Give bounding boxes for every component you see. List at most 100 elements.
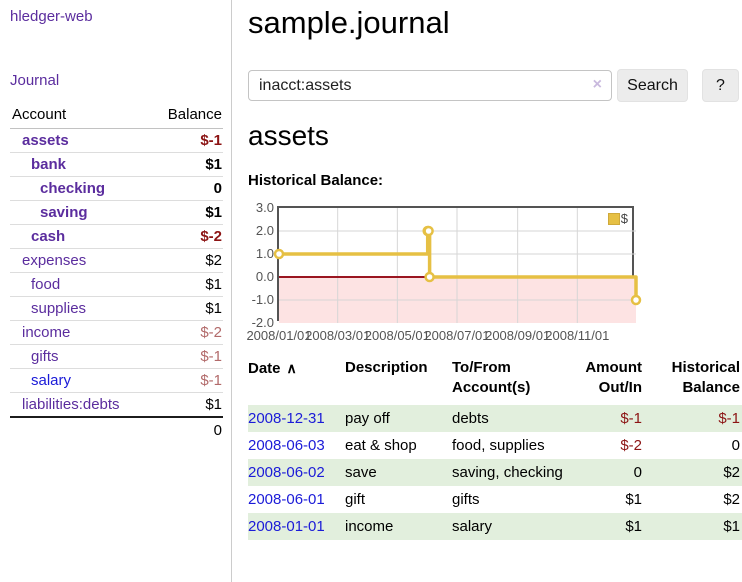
account-row: saving $1 [10, 200, 223, 225]
x-axis-tick-label: 2008/09/01 [485, 328, 551, 343]
search-box: × [248, 70, 612, 101]
transaction-accounts: food, supplies [452, 437, 545, 454]
register-header-description: Description [345, 359, 428, 376]
account-link-food[interactable]: food [31, 276, 61, 293]
chart-legend: $ [606, 211, 629, 226]
x-axis-tick-label: 2008/03/01 [305, 328, 371, 343]
transaction-amount: $1 [625, 518, 642, 535]
account-link-income[interactable]: income [22, 324, 71, 341]
chart-svg [273, 208, 642, 323]
transaction-amount: $1 [625, 491, 642, 508]
accounts-header-row: Account Balance [10, 102, 223, 129]
register-table: Date ∧ Description To/From Account(s) Amount… [248, 358, 742, 540]
clear-search-icon[interactable]: × [592, 76, 602, 93]
y-axis-tick-label: 0.0 [255, 269, 274, 284]
nav-journal-link[interactable]: Journal [10, 72, 60, 89]
account-row: gifts $-1 [10, 344, 223, 369]
account-link-bank[interactable]: bank [31, 156, 67, 173]
register-row: 2008-06-01 gift gifts $1 $2 [248, 486, 742, 513]
transaction-balance: $-1 [718, 410, 740, 427]
account-link-cash[interactable]: cash [31, 228, 66, 245]
chart-title: Historical Balance: [248, 172, 384, 189]
legend-swatch-icon [607, 212, 620, 225]
account-balance: $-2 [149, 224, 223, 249]
account-balance: $1 [149, 296, 223, 321]
register-header-to-from-account-s-: To/From Account(s) [452, 359, 531, 396]
x-axis-tick-label: 2008/01/01 [246, 328, 312, 343]
account-row: liabilities:debts $1 [10, 393, 223, 418]
chart-plot-area: $ [273, 206, 642, 323]
transaction-accounts: salary [452, 518, 493, 535]
legend-label: $ [620, 211, 628, 226]
register-header-historical-balance: Historical Balance [671, 359, 740, 396]
transaction-amount: $-1 [620, 410, 642, 427]
y-axis-tick-label: -1.0 [251, 292, 274, 307]
transaction-description: eat & shop [345, 437, 417, 454]
account-link-salary[interactable]: salary [31, 372, 72, 389]
transaction-balance: $2 [723, 464, 740, 481]
account-link-supplies[interactable]: supplies [31, 300, 87, 317]
transaction-accounts: debts [452, 410, 489, 427]
account-row: checking 0 [10, 176, 223, 201]
accounts-header-account: Account [10, 102, 150, 129]
transaction-date-link[interactable]: 2008-06-02 [248, 464, 325, 481]
account-balance: 0 [149, 176, 223, 201]
register-row: 2008-06-02 save saving, checking 0 $2 [248, 459, 742, 486]
account-link-saving[interactable]: saving [40, 204, 88, 221]
account-row: cash $-2 [10, 224, 223, 249]
help-button[interactable]: ? [702, 69, 739, 102]
account-balance: $1 [149, 200, 223, 225]
y-axis-tick-label: -2.0 [251, 315, 274, 330]
x-axis-tick-label: 2008/07/01 [424, 328, 490, 343]
brand-link[interactable]: hledger-web [10, 8, 93, 25]
accounts-total-balance: 0 [149, 416, 223, 442]
transaction-date-link[interactable]: 2008-12-31 [248, 410, 325, 427]
sort-ascending-icon: ∧ [286, 360, 297, 376]
accounts-table: Account Balance assets $-1 bank $1 checking 0… [10, 102, 223, 442]
account-title: assets [248, 120, 329, 151]
transaction-accounts: saving, checking [452, 464, 563, 481]
transaction-balance: 0 [731, 437, 740, 454]
transaction-date-link[interactable]: 2008-01-01 [248, 518, 325, 535]
account-balance: $-1 [149, 128, 223, 153]
transaction-balance: $1 [723, 518, 740, 535]
register-header-date[interactable]: Date ∧ [248, 360, 297, 377]
account-row: expenses $2 [10, 248, 223, 273]
search-button[interactable]: Search [617, 69, 688, 102]
account-link-liabilities-debts[interactable]: liabilities:debts [22, 396, 120, 413]
register-row: 2008-12-31 pay off debts $-1 $-1 [248, 405, 742, 432]
account-balance: $1 [149, 152, 223, 177]
transaction-description: income [345, 518, 394, 535]
account-link-checking[interactable]: checking [40, 180, 106, 197]
x-axis-tick-label: 2008/11/01 [545, 328, 610, 343]
account-row: income $-2 [10, 320, 223, 345]
account-link-expenses[interactable]: expenses [22, 252, 87, 269]
accounts-header-balance: Balance [149, 102, 223, 129]
account-balance: $1 [205, 396, 222, 413]
main-content: sample.journal × Search ? assets Histori… [246, 0, 742, 582]
account-balance: $-1 [149, 368, 223, 393]
account-balance: $-2 [149, 320, 223, 345]
search-input[interactable] [248, 70, 612, 101]
account-balance: $1 [149, 272, 223, 297]
transaction-amount: 0 [633, 464, 642, 481]
account-link-assets[interactable]: assets [22, 132, 69, 149]
register-header-row: Date ∧ Description To/From Account(s) Amount… [248, 358, 742, 405]
account-row: bank $1 [10, 152, 223, 177]
y-axis-tick-label: 1.0 [255, 246, 274, 261]
account-balance: $-1 [149, 344, 223, 369]
transaction-date-link[interactable]: 2008-06-03 [248, 437, 325, 454]
accounts-total-row: 0 [10, 416, 223, 442]
account-link-gifts[interactable]: gifts [31, 348, 59, 365]
account-balance: $2 [149, 248, 223, 273]
transaction-description: save [345, 464, 377, 481]
register-row: 2008-01-01 income salary $1 $1 [248, 513, 742, 540]
transaction-amount: $-2 [620, 437, 642, 454]
transaction-balance: $2 [723, 491, 740, 508]
account-row: salary $-1 [10, 368, 223, 393]
y-axis-tick-label: 3.0 [255, 200, 274, 215]
transaction-accounts: gifts [452, 491, 480, 508]
transaction-date-link[interactable]: 2008-06-01 [248, 491, 325, 508]
transaction-description: gift [345, 491, 366, 508]
page-title: sample.journal [248, 5, 450, 40]
